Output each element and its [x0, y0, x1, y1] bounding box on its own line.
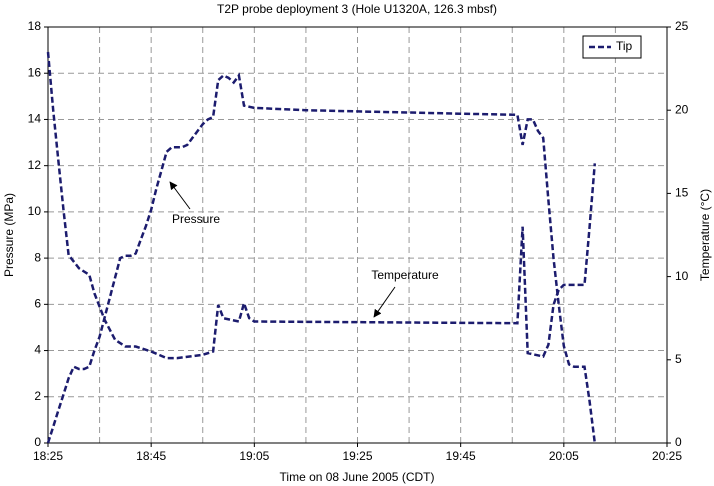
- y2-tick-label: 5: [675, 352, 682, 366]
- x-tick-label: 18:25: [33, 449, 63, 463]
- x-tick-label: 19:05: [239, 449, 269, 463]
- annotation-arrow: [373, 286, 396, 318]
- y-tick-label: 8: [34, 250, 41, 264]
- y2-tick-label: 0: [675, 435, 682, 449]
- annotation-arrow: [169, 181, 191, 210]
- y-tick-label: 16: [28, 65, 42, 79]
- legend-label: Tip: [616, 39, 633, 53]
- x-tick-label: 19:25: [342, 449, 372, 463]
- y-axis-title: Pressure (MPa): [2, 193, 16, 277]
- y2-tick-label: 10: [675, 269, 689, 283]
- y-tick-label: 2: [34, 389, 41, 403]
- y2-tick-label: 25: [675, 19, 689, 33]
- legend-box: [582, 35, 642, 59]
- data-line: [46, 72, 597, 444]
- x-tick-label: 19:45: [446, 449, 476, 463]
- y-tick-label: 18: [28, 19, 42, 33]
- x-axis-title: Time on 08 June 2005 (CDT): [280, 470, 435, 484]
- y2-tick-label: 15: [675, 186, 689, 200]
- annotation: Temperature: [371, 268, 439, 282]
- y2-tick-label: 20: [675, 102, 689, 116]
- y-tick-label: 4: [34, 343, 41, 357]
- y-tick-label: 12: [28, 158, 42, 172]
- y2-axis-title: Temperature (°C): [698, 189, 712, 281]
- x-tick-label: 20:05: [549, 449, 579, 463]
- annotation: Pressure: [172, 212, 220, 226]
- y-tick-label: 6: [34, 297, 41, 311]
- x-tick-label: 18:45: [136, 449, 166, 463]
- chart-title: T2P probe deployment 3 (Hole U1320A, 126…: [217, 2, 497, 16]
- data-line: [46, 51, 597, 360]
- plot-frame: [47, 26, 668, 444]
- y-tick-label: 10: [28, 204, 42, 218]
- y-tick-label: 14: [28, 112, 42, 126]
- y-tick-label: 0: [34, 435, 41, 449]
- x-tick-label: 20:25: [652, 449, 682, 463]
